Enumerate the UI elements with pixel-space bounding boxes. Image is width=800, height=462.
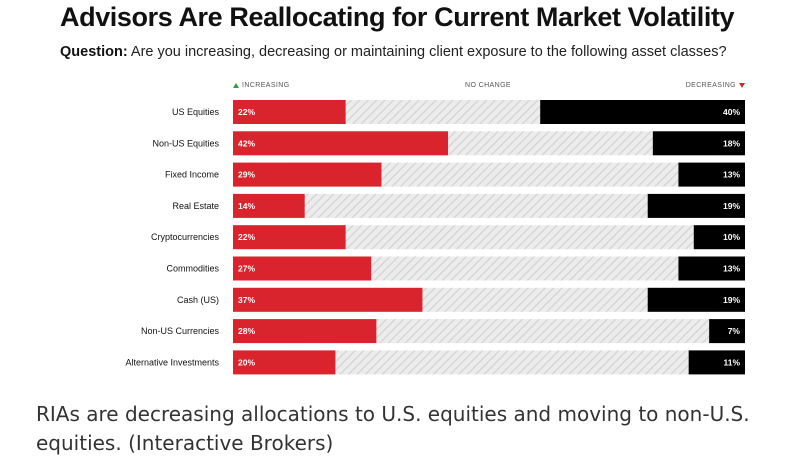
increasing-value-label: 42%: [238, 138, 255, 148]
legend-increasing-label: INCREASING: [242, 82, 290, 89]
category-label: Real Estate: [172, 201, 219, 211]
increasing-bar: [233, 350, 336, 375]
decreasing-bar: [678, 256, 745, 281]
increasing-value-label: 27%: [238, 264, 255, 274]
increasing-value-label: 29%: [238, 170, 255, 180]
legend-no-change: NO CHANGE: [465, 82, 511, 89]
increasing-bar: [233, 319, 377, 344]
legend-increasing: INCREASING: [233, 82, 290, 89]
decreasing-value-label: 11%: [723, 357, 740, 367]
decreasing-value-label: 19%: [723, 295, 740, 305]
increasing-value-label: 22%: [238, 232, 255, 242]
decreasing-value-label: 7%: [728, 326, 741, 336]
category-label: Non-US Equities: [152, 138, 219, 148]
increasing-bar: [233, 131, 449, 156]
figure-caption: RIAs are decreasing allocations to U.S. …: [36, 402, 750, 455]
increasing-bar: [233, 100, 346, 124]
decreasing-value-label: 13%: [723, 170, 740, 180]
question-label: Question:: [60, 44, 128, 60]
category-label: Cryptocurrencies: [151, 232, 220, 242]
increasing-value-label: 37%: [238, 295, 255, 305]
legend-decreasing: DECREASING: [686, 82, 745, 89]
increasing-bar: [233, 287, 423, 312]
category-label: Fixed Income: [165, 170, 219, 180]
increasing-value-label: 22%: [238, 107, 255, 117]
stacked-bar-chart: US Equities 22% 40% Non-US Equities 42% 18% Fi…: [125, 100, 745, 375]
category-label: Alternative Investments: [125, 357, 219, 367]
legend-decreasing-label: DECREASING: [685, 82, 736, 89]
increasing-bar: [233, 256, 372, 281]
category-label: Non-US Currencies: [141, 326, 220, 336]
increasing-bar: [233, 193, 305, 218]
decreasing-bar: [647, 287, 745, 312]
chart-question: Question: Are you increasing, decreasing…: [60, 44, 727, 60]
triangle-down-icon: [739, 83, 745, 88]
question-text: Are you increasing, decreasing or mainta…: [127, 44, 727, 60]
triangle-up-icon: [233, 83, 239, 88]
decreasing-value-label: 19%: [723, 201, 740, 211]
decreasing-bar: [652, 131, 745, 156]
legend-no-change-label: NO CHANGE: [465, 82, 511, 89]
decreasing-value-label: 13%: [723, 264, 740, 274]
decreasing-value-label: 18%: [723, 138, 740, 148]
category-label: Commodities: [166, 264, 219, 274]
decreasing-bar: [688, 350, 745, 375]
chart-title: Advisors Are Reallocating for Current Ma…: [60, 2, 735, 32]
category-label: Cash (US): [177, 295, 219, 305]
decreasing-bar: [647, 193, 745, 218]
decreasing-bar: [709, 319, 745, 344]
decreasing-value-label: 10%: [723, 232, 740, 242]
decreasing-bar: [678, 162, 745, 187]
increasing-bar: [233, 225, 346, 250]
decreasing-bar: [693, 225, 745, 250]
increasing-value-label: 14%: [238, 201, 255, 211]
category-label: US Equities: [172, 107, 220, 117]
increasing-value-label: 20%: [238, 357, 255, 367]
increasing-bar: [233, 162, 382, 187]
decreasing-value-label: 40%: [723, 107, 740, 117]
increasing-value-label: 28%: [238, 326, 255, 336]
decreasing-bar: [540, 100, 745, 124]
